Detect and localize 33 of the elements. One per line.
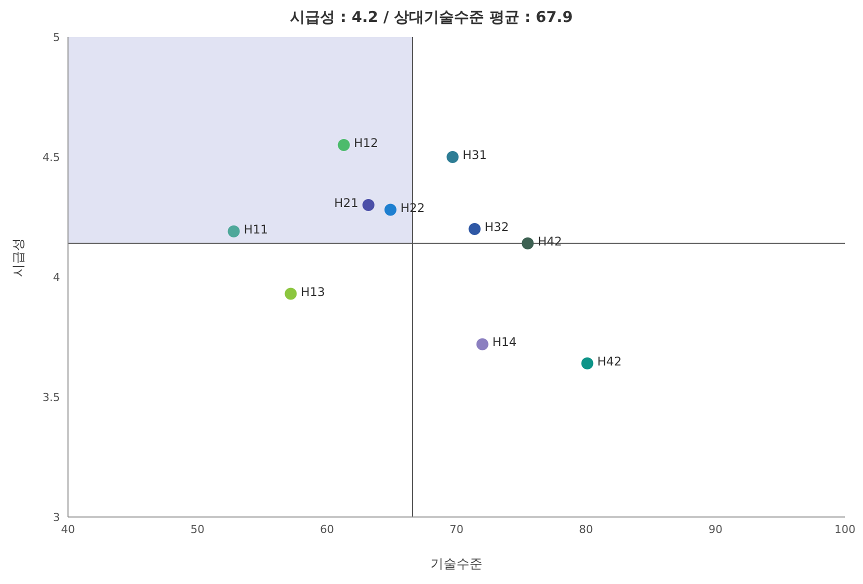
y-tick-label: 3.5: [42, 390, 60, 404]
x-tick-label: 50: [190, 522, 204, 536]
x-tick-label: 40: [61, 522, 75, 536]
series-label: H13: [300, 284, 326, 299]
x-tick-label: 80: [579, 522, 593, 536]
series-label: H21: [334, 196, 358, 210]
point: [228, 225, 240, 238]
y-tick-label: 5: [53, 30, 60, 44]
x-tick-label: 90: [708, 522, 722, 536]
point: [522, 237, 534, 250]
y-tick-label: 3: [53, 510, 60, 524]
point: [384, 204, 396, 216]
series-label: H42: [597, 354, 622, 368]
series-label: H32: [484, 220, 509, 234]
point: [446, 151, 459, 163]
point: [468, 223, 481, 235]
y-tick-label: 4: [53, 270, 60, 284]
point: [581, 357, 594, 370]
series-label: H14: [492, 335, 517, 350]
point: [362, 199, 374, 211]
x-axis-title: 기술수준: [430, 557, 482, 572]
series-label: H11: [244, 222, 268, 236]
chart-title: 시급성 : 4.2 / 상대기술수준 평균 : 67.9: [289, 8, 574, 27]
x-tick-label: 60: [320, 522, 334, 536]
point: [284, 288, 297, 300]
point: [338, 139, 350, 151]
point: [476, 338, 488, 350]
series-label: H12: [354, 136, 378, 150]
y-axis-title: 시급성: [12, 238, 27, 277]
x-tick-label: 70: [450, 522, 464, 536]
y-tick-label: 4.5: [42, 150, 60, 164]
series-label: H31: [462, 148, 487, 162]
x-tick-label: 100: [834, 522, 856, 536]
